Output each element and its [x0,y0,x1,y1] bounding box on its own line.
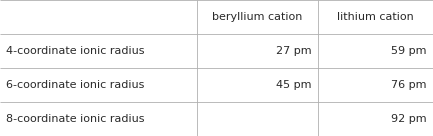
Text: 27 pm: 27 pm [276,46,312,56]
Text: 92 pm: 92 pm [391,114,427,124]
Text: 4-coordinate ionic radius: 4-coordinate ionic radius [6,46,145,56]
Text: 76 pm: 76 pm [391,80,427,90]
Text: 45 pm: 45 pm [276,80,312,90]
Text: 59 pm: 59 pm [391,46,427,56]
Text: beryllium cation: beryllium cation [213,12,303,22]
Text: lithium cation: lithium cation [337,12,414,22]
Text: 8-coordinate ionic radius: 8-coordinate ionic radius [6,114,145,124]
Text: 6-coordinate ionic radius: 6-coordinate ionic radius [6,80,145,90]
